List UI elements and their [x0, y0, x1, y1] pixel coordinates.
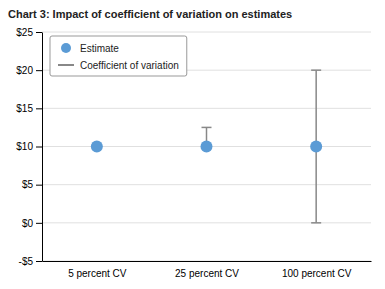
legend-box — [50, 36, 187, 76]
marks — [91, 70, 322, 223]
y-tick: $20 — [16, 65, 42, 76]
point — [91, 141, 103, 153]
grid-line — [42, 261, 371, 262]
y-tick-mark — [36, 32, 42, 33]
legend-swatch — [61, 43, 71, 53]
y-axis-line — [42, 33, 43, 262]
y-tick: $0 — [22, 218, 42, 229]
legend-item: Coefficient of variation — [58, 60, 179, 71]
x-tick-label: 5 percent CV — [68, 268, 127, 279]
y-tick-label: $20 — [16, 65, 33, 76]
x-tick: 5 percent CV — [68, 268, 127, 279]
y-tick: $5 — [22, 179, 42, 190]
y-tick-mark — [36, 261, 42, 262]
y-tick-mark — [36, 185, 42, 186]
error-bar — [311, 70, 321, 223]
y-tick-label: $15 — [16, 103, 33, 114]
y-tick-label: $10 — [16, 141, 33, 152]
y-tick-label: $5 — [22, 179, 34, 190]
error-cap-low — [311, 222, 321, 224]
x-axis: 5 percent CV 25 percent CV 100 percent CV — [43, 262, 372, 280]
y-tick-label: $0 — [22, 218, 34, 229]
y-axis: -$5 $0 $5 $10 $15 $20 $25 — [16, 27, 42, 267]
error-cap-high — [202, 127, 212, 129]
y-tick: $25 — [16, 27, 42, 38]
y-tick-label: $25 — [16, 27, 33, 38]
x-tick-label: 25 percent CV — [175, 268, 239, 279]
grid-line — [42, 108, 371, 109]
y-tick: $10 — [16, 141, 42, 152]
error-bars — [202, 70, 322, 223]
y-tick: -$5 — [19, 256, 42, 267]
x-tick: 25 percent CV — [175, 268, 239, 279]
grid-line — [42, 32, 371, 33]
grid-line — [42, 222, 371, 223]
error-cap-high — [311, 69, 321, 71]
y-tick-mark — [36, 70, 42, 71]
legend-swatch — [58, 64, 74, 66]
title: Chart 3: Impact of coefficient of variat… — [8, 8, 292, 20]
legend-label: Estimate — [80, 43, 119, 54]
y-tick-label: -$5 — [19, 256, 34, 267]
point — [310, 141, 322, 153]
y-tick-mark — [36, 223, 42, 224]
points — [91, 141, 322, 153]
grid-line — [42, 184, 371, 185]
legend-item: Estimate — [61, 43, 119, 54]
legend-label: Coefficient of variation — [80, 60, 179, 71]
x-tick-label: 100 percent CV — [282, 268, 352, 279]
y-tick: $15 — [16, 103, 42, 114]
x-tick: 100 percent CV — [282, 268, 352, 279]
grid — [42, 32, 371, 261]
point — [201, 141, 213, 153]
chart: Chart 3: Impact of coefficient of variat… — [0, 0, 385, 289]
plot: -$5 $0 $5 $10 $15 $20 $25 5 percent CV 25 percen… — [16, 27, 371, 279]
y-tick-mark — [36, 108, 42, 109]
x-axis-line — [43, 261, 372, 262]
legend: Estimate Coefficient of variation — [50, 36, 187, 76]
y-tick-mark — [36, 147, 42, 148]
